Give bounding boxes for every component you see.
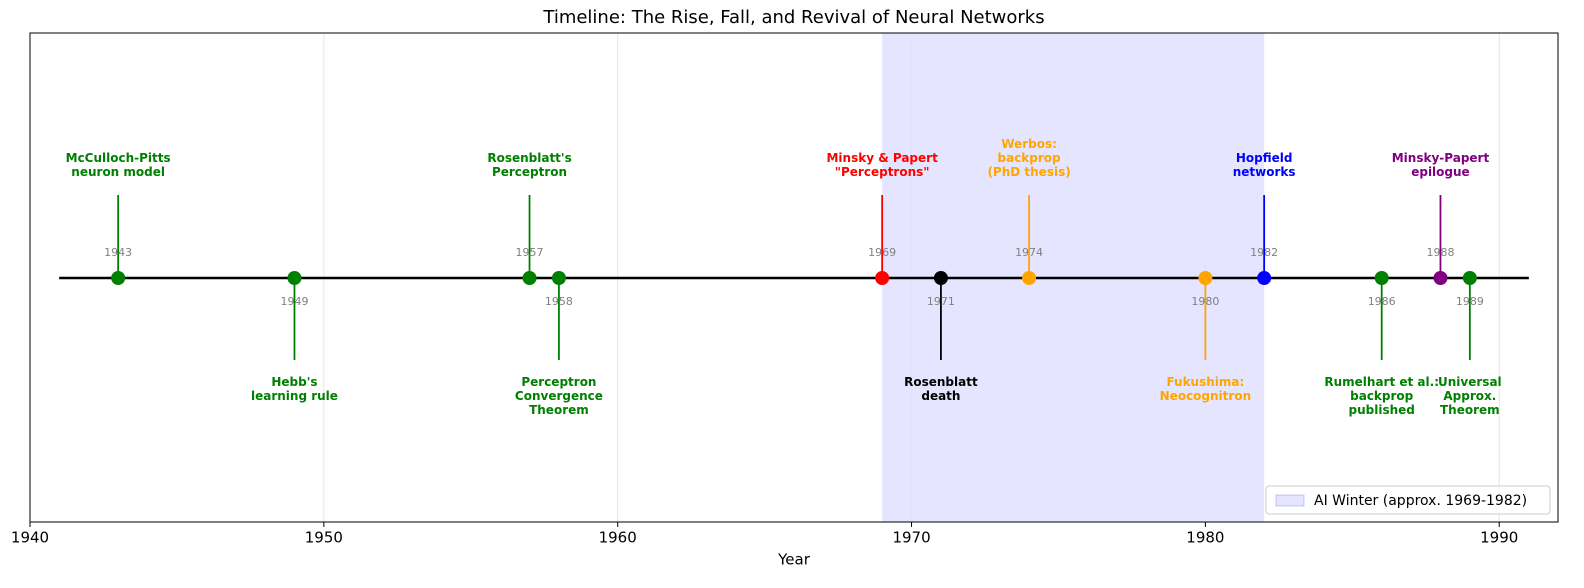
event-dot (1374, 271, 1389, 285)
x-tick-label: 1960 (599, 529, 637, 547)
event-label: Perceptron Convergence Theorem (515, 375, 603, 417)
x-tick-label: 1980 (1186, 529, 1224, 547)
year-label: 1969 (868, 246, 896, 259)
legend-swatch (1275, 494, 1305, 507)
year-label: 1971 (927, 295, 955, 308)
x-tick-label: 1940 (11, 529, 49, 547)
chart-title: Timeline: The Rise, Fall, and Revival of… (542, 7, 1044, 28)
event-dot (522, 271, 537, 285)
event-label: Minsky & Papert "Perceptrons" (826, 151, 938, 179)
year-label: 1982 (1250, 246, 1278, 259)
event-label: Hebb's learning rule (251, 375, 338, 403)
event-dot (287, 271, 302, 285)
event-label: Rumelhart et al.: backprop published (1324, 375, 1439, 417)
event-dot (1462, 271, 1477, 285)
plot-frame (29, 32, 1559, 523)
x-axis-label: Year (777, 551, 811, 569)
event-dot (875, 271, 890, 285)
event-label: Universal Approx. Theorem (1438, 375, 1502, 417)
x-tick-label: 1950 (305, 529, 343, 547)
event-dot (1022, 271, 1037, 285)
year-label: 1980 (1191, 295, 1219, 308)
year-label: 1943 (104, 246, 132, 259)
year-label: 1988 (1426, 246, 1454, 259)
event-dot (1198, 271, 1213, 285)
event-label: Rosenblatt's Perceptron (487, 151, 571, 179)
event-dot (1257, 271, 1272, 285)
event-dot (551, 271, 566, 285)
x-tick-label: 1970 (892, 529, 930, 547)
event-label: Minsky-Papert epilogue (1392, 151, 1490, 179)
event-label: McCulloch-Pitts neuron model (66, 151, 171, 179)
event-dot (111, 271, 126, 285)
year-label: 1949 (280, 295, 308, 308)
legend-box (1265, 485, 1551, 515)
x-tick-label: 1990 (1480, 529, 1518, 547)
year-label: 1958 (545, 295, 573, 308)
year-label: 1974 (1015, 246, 1043, 259)
event-label: Fukushima: Neocognitron (1160, 375, 1251, 403)
event-label: Rosenblatt death (904, 375, 978, 403)
event-dot (1433, 271, 1448, 285)
year-label: 1986 (1368, 295, 1396, 308)
event-label: Hopfield networks (1233, 151, 1296, 179)
event-label: Werbos: backprop (PhD thesis) (987, 137, 1070, 179)
year-label: 1957 (516, 246, 544, 259)
event-dot (933, 271, 948, 285)
year-label: 1989 (1456, 295, 1484, 308)
legend-label: AI Winter (approx. 1969-1982) (1314, 493, 1527, 509)
